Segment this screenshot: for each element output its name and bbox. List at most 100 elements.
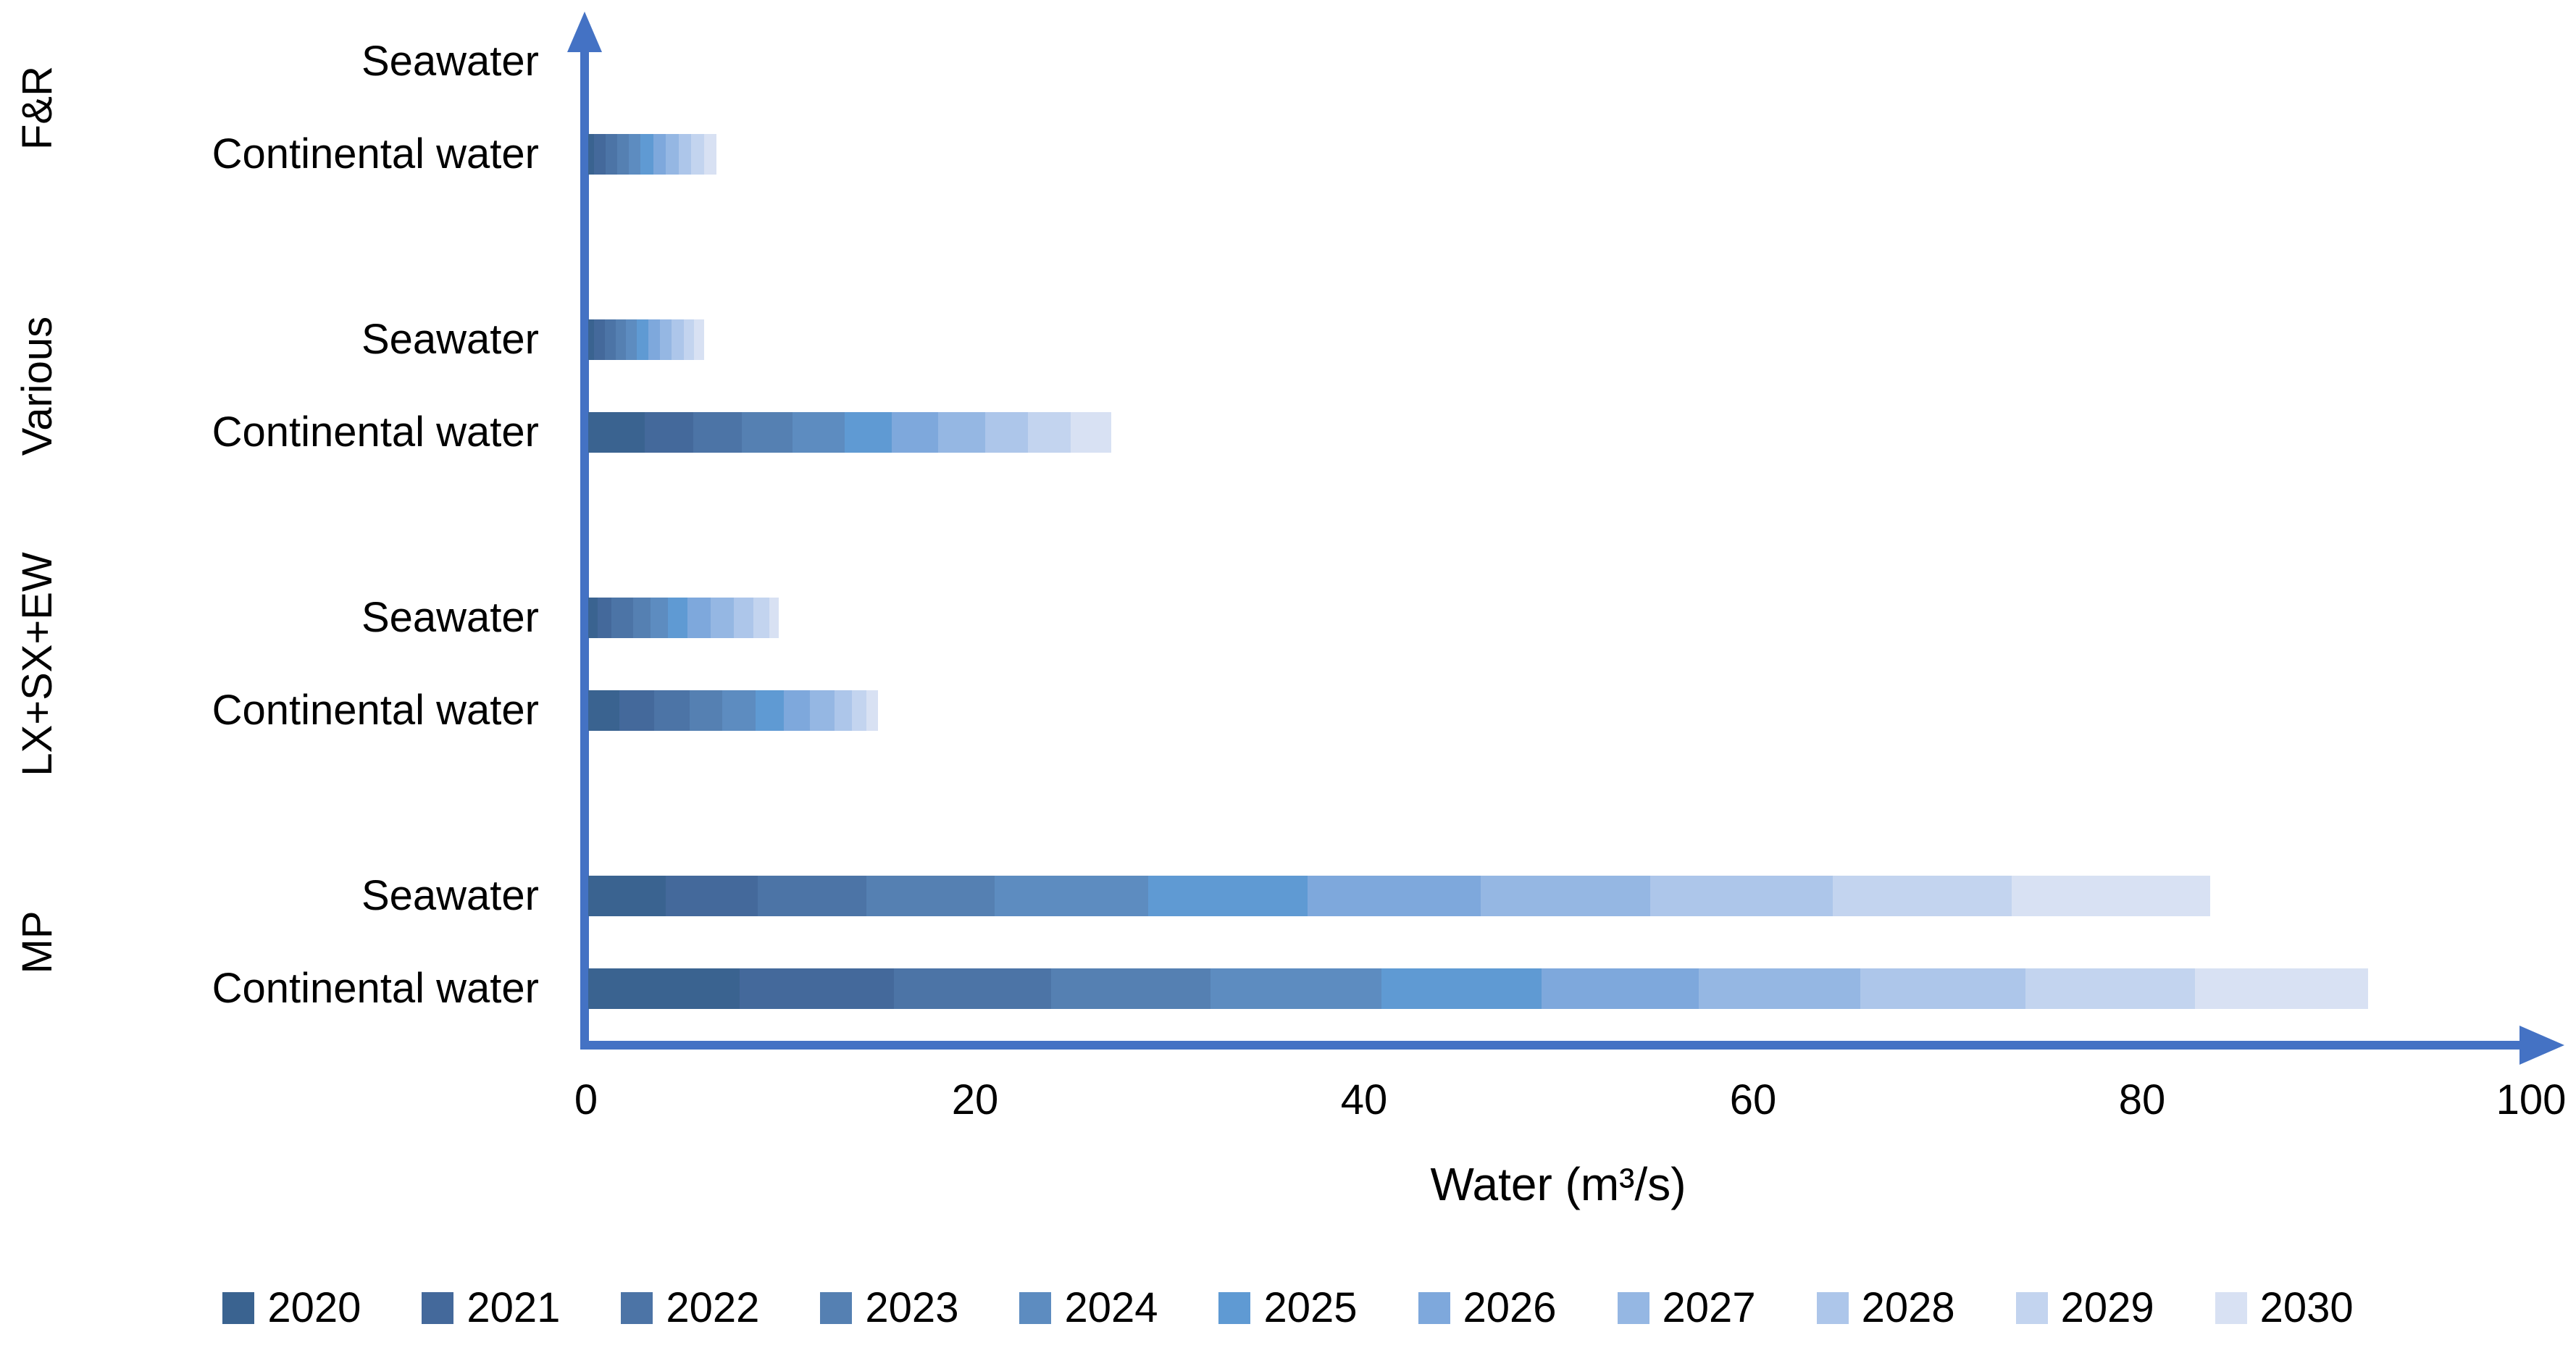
stacked-bar <box>588 319 704 360</box>
group-label: Various <box>14 316 61 456</box>
bar-segment-2020 <box>588 598 598 638</box>
legend-item: 2020 <box>222 1283 361 1332</box>
bar-segment-2024 <box>722 690 756 731</box>
legend-item: 2030 <box>2215 1283 2354 1332</box>
bar-segment-2026 <box>783 690 811 731</box>
bar-segment-2022 <box>893 968 1052 1009</box>
bar-segment-2027 <box>1699 968 1860 1009</box>
bar-segment-2030 <box>2194 968 2368 1009</box>
bar-segment-2028 <box>672 319 684 360</box>
bar-segment-2029 <box>753 598 769 638</box>
bar-segment-2020 <box>588 876 666 916</box>
legend-label: 2030 <box>2259 1284 2354 1331</box>
x-tick-label: 0 <box>574 1076 598 1123</box>
bar-segment-2026 <box>687 598 711 638</box>
bar-segment-2021 <box>598 598 612 638</box>
bar-segment-2026 <box>891 412 939 453</box>
legend-swatch-icon <box>1617 1291 1649 1324</box>
x-axis-arrow-icon <box>2519 1026 2564 1065</box>
bar-segment-2024 <box>995 876 1149 916</box>
bar-segment-2025 <box>1148 876 1308 916</box>
legend-swatch-icon <box>2015 1291 2048 1324</box>
bar-segment-2020 <box>588 319 595 360</box>
bar-segment-2030 <box>866 690 878 731</box>
stacked-bar <box>588 412 1112 453</box>
legend-label: 2026 <box>1463 1284 1557 1331</box>
bar-segment-2030 <box>769 598 779 638</box>
legend-item: 2025 <box>1218 1283 1358 1332</box>
bar-segment-2027 <box>660 319 672 360</box>
bar-segment-2023 <box>689 690 723 731</box>
group-label: LX+SX+EW <box>14 552 61 776</box>
legend: 2020 2021 2022 2023 2024 2025 2026 2027 2028 2029… <box>0 1283 2576 1332</box>
group-label: F&R <box>14 66 61 150</box>
legend-swatch-icon <box>820 1291 853 1324</box>
bar-segment-2020 <box>588 412 645 453</box>
bar-segment-2024 <box>650 598 669 638</box>
bar-segment-2024 <box>792 412 845 453</box>
legend-item: 2024 <box>1019 1283 1158 1332</box>
legend-swatch-icon <box>2215 1291 2247 1324</box>
legend-label: 2023 <box>865 1284 959 1331</box>
y-axis-arrow-icon <box>567 12 602 52</box>
stacked-bar <box>588 690 878 731</box>
row-label: Continental water <box>212 965 539 1012</box>
legend-item: 2029 <box>2015 1283 2154 1332</box>
bar-segment-2028 <box>734 598 754 638</box>
bar-segment-2026 <box>648 319 661 360</box>
row-label: Continental water <box>212 687 539 734</box>
x-axis-title: Water (m³/s) <box>1430 1158 1686 1210</box>
legend-swatch-icon <box>621 1291 653 1324</box>
bar-segment-2021 <box>619 690 655 731</box>
bar-segment-2029 <box>691 134 704 175</box>
x-tick-label: 60 <box>1729 1076 1777 1123</box>
bar-segment-2025 <box>668 598 687 638</box>
bar-segment-2026 <box>653 134 666 175</box>
legend-label: 2021 <box>467 1284 561 1331</box>
legend-item: 2028 <box>1816 1283 1955 1332</box>
x-axis-line <box>580 1041 2529 1050</box>
stacked-bar <box>588 968 2368 1009</box>
bar-segment-2029 <box>1027 412 1071 453</box>
stacked-bar <box>588 598 779 638</box>
legend-swatch-icon <box>1019 1291 1052 1324</box>
bar-segment-2028 <box>984 412 1028 453</box>
bar-segment-2020 <box>588 134 595 175</box>
bar-segment-2022 <box>654 690 690 731</box>
bar-segment-2027 <box>810 690 835 731</box>
bar-segment-2027 <box>1481 876 1650 916</box>
bar-segment-2025 <box>1381 968 1542 1009</box>
bar-segment-2028 <box>678 134 692 175</box>
legend-item: 2023 <box>820 1283 958 1332</box>
row-label: Seawater <box>361 594 539 641</box>
legend-item: 2021 <box>422 1283 560 1332</box>
x-tick-label: 40 <box>1340 1076 1388 1123</box>
bar-segment-2028 <box>1860 968 2026 1009</box>
bar-segment-2030 <box>2012 876 2211 916</box>
y-axis-line <box>580 43 589 1049</box>
bar-segment-2026 <box>1308 876 1481 916</box>
bar-segment-2028 <box>834 690 852 731</box>
bar-segment-2023 <box>866 876 995 916</box>
bar-segment-2022 <box>606 134 618 175</box>
stacked-bar <box>588 876 2211 916</box>
bar-segment-2022 <box>604 319 616 360</box>
bar-segment-2022 <box>757 876 866 916</box>
group-label: MP <box>14 910 61 974</box>
legend-swatch-icon <box>1816 1291 1849 1324</box>
bar-segment-2024 <box>1210 968 1382 1009</box>
bar-segment-2021 <box>644 412 693 453</box>
bar-segment-2029 <box>1833 876 2012 916</box>
legend-label: 2024 <box>1064 1284 1158 1331</box>
legend-swatch-icon <box>422 1291 454 1324</box>
row-label: Continental water <box>212 409 539 456</box>
bar-segment-2023 <box>615 319 627 360</box>
x-tick-label: 100 <box>2496 1076 2567 1123</box>
bar-segment-2023 <box>632 598 651 638</box>
legend-swatch-icon <box>222 1291 255 1324</box>
bar-segment-2030 <box>694 319 704 360</box>
bar-segment-2024 <box>626 319 637 360</box>
legend-swatch-icon <box>1418 1291 1450 1324</box>
legend-swatch-icon <box>1218 1291 1251 1324</box>
